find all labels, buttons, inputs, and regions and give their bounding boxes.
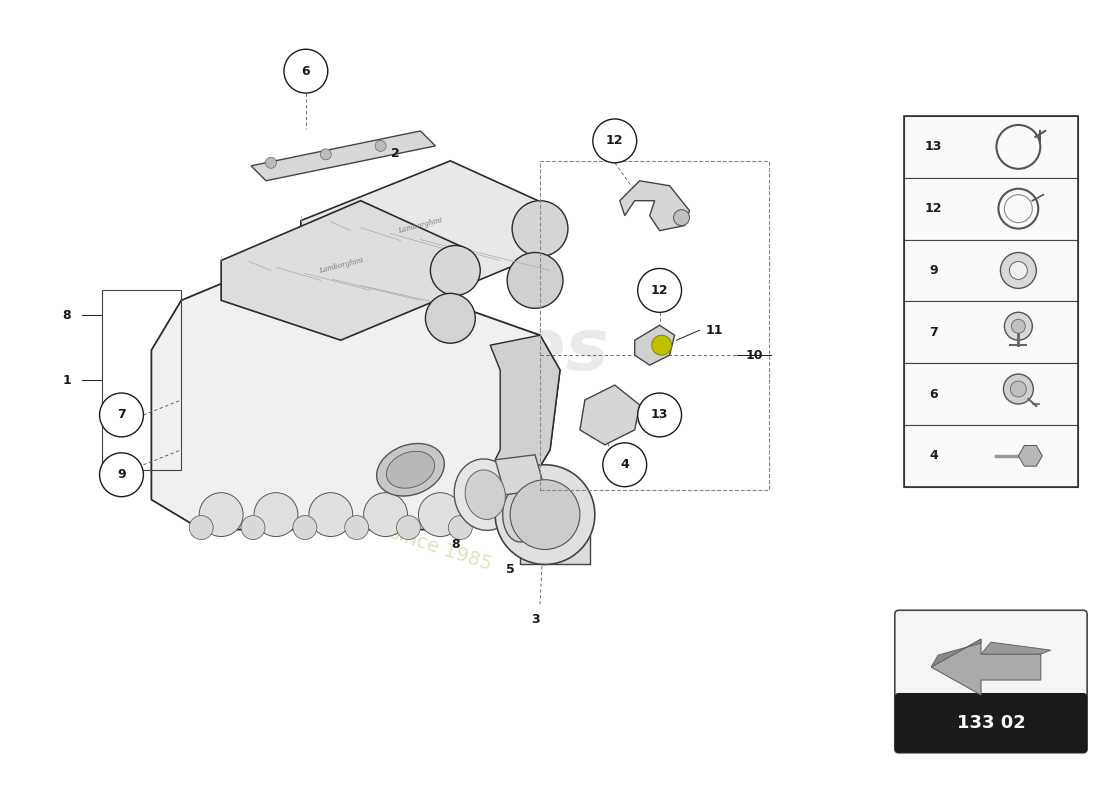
Bar [101,290,182,470]
Circle shape [510,480,580,550]
Polygon shape [450,335,560,530]
Text: 3: 3 [530,613,539,626]
Ellipse shape [465,470,505,519]
Circle shape [507,253,563,308]
Bar [904,302,1078,363]
Text: 12: 12 [925,202,943,215]
Circle shape [189,515,213,539]
Polygon shape [301,161,560,300]
Polygon shape [251,131,436,181]
Text: 1: 1 [63,374,72,386]
Text: 13: 13 [925,140,943,154]
Circle shape [1011,319,1025,334]
Bar [904,178,1078,239]
Bar [520,505,590,565]
Circle shape [638,393,682,437]
Circle shape [603,443,647,486]
Bar [904,239,1078,302]
Circle shape [309,493,353,537]
Text: 7: 7 [117,409,125,422]
Text: 8: 8 [63,309,72,322]
Circle shape [364,493,407,537]
Circle shape [593,119,637,163]
Text: 6: 6 [301,65,310,78]
Circle shape [100,393,143,437]
Text: Lamborghini: Lamborghini [397,216,443,235]
Text: a passion for parts since 1985: a passion for parts since 1985 [208,465,494,574]
Ellipse shape [386,451,434,488]
FancyBboxPatch shape [894,693,1087,753]
Polygon shape [932,639,981,667]
Text: eurospares: eurospares [152,316,609,385]
Circle shape [1003,374,1033,404]
Ellipse shape [376,443,444,496]
Ellipse shape [454,459,516,530]
Circle shape [426,294,475,343]
Text: 9: 9 [118,468,125,482]
Text: 8: 8 [451,538,460,551]
Text: 2: 2 [392,147,400,160]
Text: 4: 4 [930,450,938,462]
Text: 12: 12 [651,284,669,297]
Polygon shape [932,639,1041,695]
Text: 4: 4 [620,458,629,471]
Circle shape [418,493,462,537]
Text: Lamborghini: Lamborghini [318,256,364,275]
Circle shape [284,50,328,93]
Circle shape [396,515,420,539]
Circle shape [344,515,369,539]
Circle shape [1004,312,1032,340]
Ellipse shape [503,487,538,542]
Text: 133 02: 133 02 [957,714,1025,732]
Text: 5: 5 [506,563,515,576]
Circle shape [673,210,690,226]
Text: 9: 9 [930,264,938,277]
Text: 11: 11 [706,324,723,337]
Polygon shape [981,642,1050,654]
FancyBboxPatch shape [894,610,1087,753]
Bar [904,116,1078,178]
Circle shape [430,246,481,295]
Circle shape [513,201,568,257]
Polygon shape [635,326,674,365]
Polygon shape [619,181,690,230]
Circle shape [495,465,595,565]
Text: 6: 6 [930,387,938,401]
Circle shape [293,515,317,539]
Bar [904,363,1078,425]
Text: 10: 10 [746,349,763,362]
Text: 12: 12 [606,134,624,147]
Circle shape [254,493,298,537]
Circle shape [375,141,386,151]
Circle shape [241,515,265,539]
Text: 13: 13 [651,409,669,422]
Circle shape [449,515,472,539]
Text: 7: 7 [930,326,938,338]
Bar [540,161,769,490]
Circle shape [638,269,682,312]
Bar [904,116,1078,486]
Circle shape [1011,381,1026,397]
Polygon shape [495,455,544,494]
Circle shape [320,149,331,160]
Circle shape [1000,253,1036,288]
Polygon shape [221,201,471,340]
Bar [899,699,1084,749]
Circle shape [100,453,143,497]
Polygon shape [580,385,640,445]
Bar [904,425,1078,486]
Circle shape [1010,262,1027,279]
Circle shape [265,158,276,168]
Polygon shape [1019,446,1043,466]
Circle shape [199,493,243,537]
Polygon shape [152,250,560,530]
Circle shape [651,335,672,355]
